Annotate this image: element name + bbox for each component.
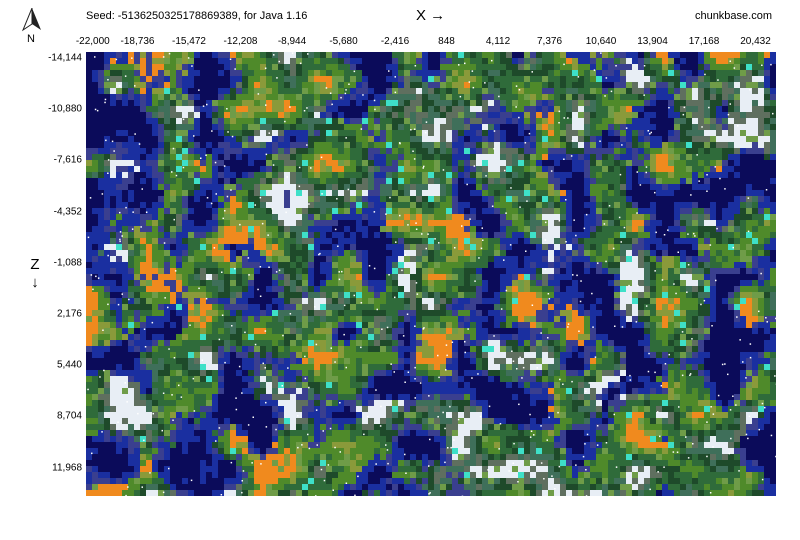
z-tick-label: 11,968 bbox=[52, 462, 82, 474]
x-axis-label: X → bbox=[416, 7, 446, 24]
z-axis-label: Z ↓ bbox=[28, 256, 42, 292]
z-tick-label: -7,616 bbox=[53, 154, 82, 166]
x-tick-label: 17,168 bbox=[688, 36, 720, 47]
x-tick-label: -8,944 bbox=[277, 36, 307, 47]
x-tick-label: -12,208 bbox=[223, 36, 258, 47]
z-tick-label: -10,880 bbox=[48, 103, 82, 115]
z-tick-label: 5,440 bbox=[56, 359, 82, 371]
biome-map[interactable] bbox=[86, 52, 776, 496]
brand-link[interactable]: chunkbase.com bbox=[694, 10, 772, 22]
x-tick-label: -15,472 bbox=[172, 36, 206, 47]
x-tick-label: 20,432 bbox=[740, 36, 771, 47]
x-tick-label: 13,904 bbox=[637, 36, 668, 47]
z-tick-label: 2,176 bbox=[56, 308, 82, 320]
x-tick-label: -2,416 bbox=[380, 36, 410, 47]
z-axis-label-text: Z ↓ bbox=[30, 256, 40, 291]
x-tick-label: 10,640 bbox=[585, 36, 617, 47]
x-tick-label: 4,112 bbox=[485, 36, 511, 47]
x-tick-label: -18,736 bbox=[120, 36, 155, 47]
z-tick-label: 8,704 bbox=[56, 410, 82, 422]
z-tick-label: -4,352 bbox=[53, 206, 82, 218]
x-tick-label: -5,680 bbox=[329, 36, 358, 47]
z-axis-ticks: -14,144 -10,880 -7,616 -4,352 -1,088 2,176 5,4… bbox=[0, 52, 82, 496]
x-axis-ticks: -22,000 -18,736 -15,472 -12,208 -8,944 -5,680… bbox=[76, 36, 776, 50]
compass-north-label: N bbox=[27, 33, 35, 45]
seed-info: Seed: -5136250325178869389, for Java 1.1… bbox=[86, 10, 308, 22]
x-tick-label: 7,376 bbox=[536, 36, 563, 47]
x-tick-label: 848 bbox=[438, 36, 455, 47]
biome-map-canvas[interactable] bbox=[86, 52, 776, 496]
compass-arrow-icon bbox=[22, 8, 41, 32]
compass: N bbox=[18, 8, 46, 48]
z-tick-label: -1,088 bbox=[53, 257, 82, 269]
z-tick-label: -14,144 bbox=[48, 52, 82, 64]
x-tick-label: -22,000 bbox=[75, 36, 110, 47]
